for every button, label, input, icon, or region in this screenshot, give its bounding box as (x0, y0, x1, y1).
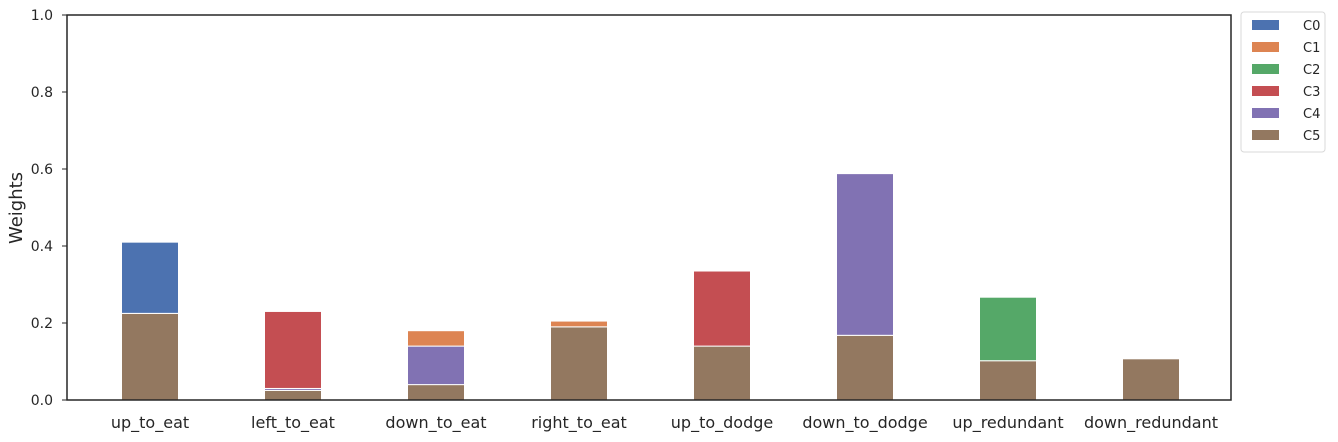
bar-right_to_eat-C5 (550, 326, 608, 401)
legend-swatch-C4 (1252, 108, 1279, 118)
y-tick-label: 0.6 (31, 162, 53, 178)
bar-left_to_eat-C5 (264, 389, 322, 401)
legend-label-C0: C0 (1303, 19, 1320, 34)
x-tick-label: left_to_eat (251, 413, 335, 433)
y-tick-label: 1.0 (31, 8, 53, 24)
bar-up_to_dodge-C3 (693, 270, 751, 347)
x-tick-label: down_to_eat (385, 413, 486, 433)
x-tick-label: down_to_dodge (802, 413, 927, 433)
bar-down_to_eat-C5 (407, 384, 465, 401)
legend-label-C5: C5 (1303, 129, 1320, 144)
legend-swatch-C0 (1252, 20, 1279, 30)
bar-up_to_dodge-C5 (693, 345, 751, 401)
bars-group (121, 173, 1180, 401)
y-axis-label: Weights (6, 172, 27, 244)
legend-label-C3: C3 (1303, 85, 1320, 100)
x-tick-label: up_to_dodge (671, 413, 773, 433)
legend-label-C4: C4 (1303, 107, 1320, 122)
y-tick-label: 0.4 (31, 239, 53, 255)
plot-frame (66, 14, 1232, 401)
legend-swatch-C2 (1252, 64, 1279, 74)
bar-up_redundant-C5 (979, 360, 1037, 401)
y-tick-label: 0.2 (31, 316, 53, 332)
legend-label-C2: C2 (1303, 63, 1320, 78)
x-axis-ticks: up_to_eat left_to_eat down_to_eat right_to_… (111, 413, 1218, 433)
bar-down_to_dodge-C4 (836, 173, 894, 336)
bar-up_to_eat-C0 (121, 241, 179, 314)
x-tick-label: up_to_eat (111, 413, 189, 433)
bar-down_to_eat-C4 (407, 345, 465, 386)
x-tick-label: right_to_eat (531, 413, 627, 433)
legend-swatch-C1 (1252, 42, 1279, 52)
bar-up_to_eat-C5 (121, 312, 179, 401)
y-tick-label: 0.8 (31, 85, 53, 101)
legend-swatch-C3 (1252, 86, 1279, 96)
y-tick-label: 0.0 (31, 393, 53, 409)
y-axis-ticks: 0.0 0.2 0.4 0.6 0.8 1.0 (31, 8, 67, 409)
bar-down_to_dodge-C5 (836, 334, 894, 401)
bar-down_redundant-C5 (1122, 358, 1180, 401)
bar-left_to_eat-C3 (264, 310, 322, 389)
x-tick-label: down_redundant (1084, 413, 1218, 433)
x-tick-label: up_redundant (952, 413, 1063, 433)
bar-down_to_eat-C1 (407, 330, 465, 347)
legend: C0 C1 C2 C3 C4 C5 (1240, 11, 1326, 153)
legend-label-C1: C1 (1303, 41, 1320, 56)
bar-up_redundant-C2 (979, 296, 1037, 362)
bar-right_to_eat-C1 (550, 320, 608, 328)
legend-swatch-C5 (1252, 130, 1279, 140)
